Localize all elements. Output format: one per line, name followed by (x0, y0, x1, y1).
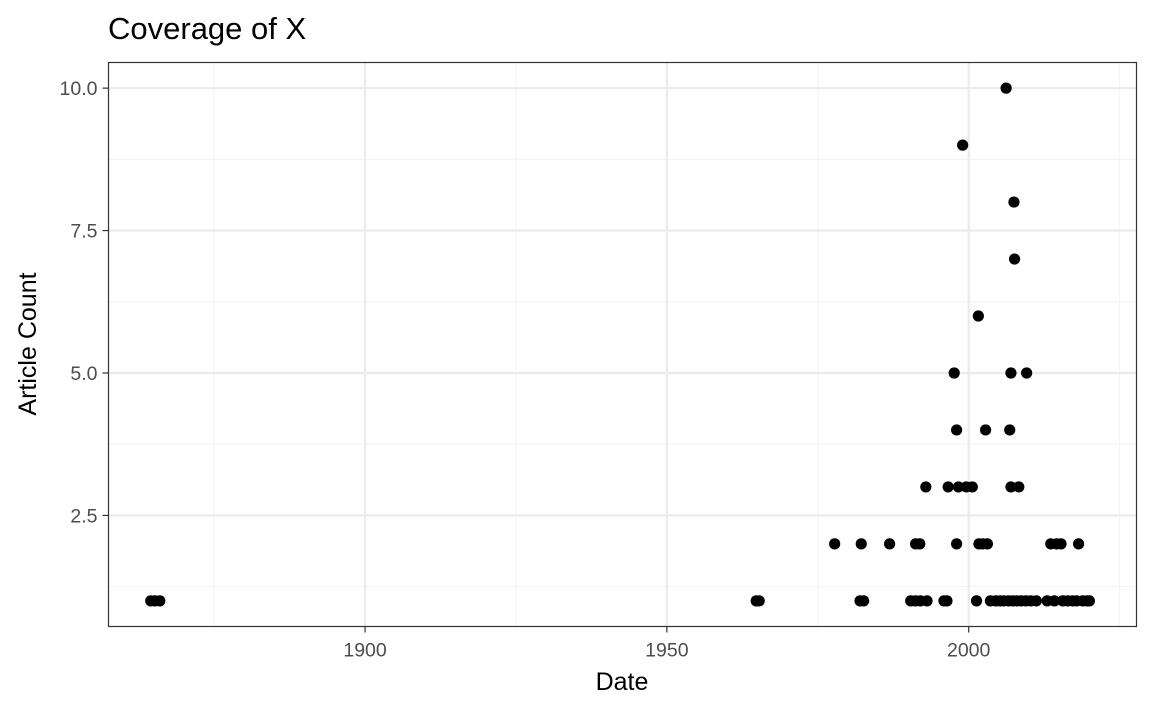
data-point (1000, 82, 1012, 94)
data-point (829, 538, 841, 550)
panel-background (108, 62, 1137, 627)
x-axis-title: Date (596, 668, 649, 696)
y-axis-ticks: 2.5 5.0 7.5 10.0 (60, 78, 109, 527)
y-tick-label: 10.0 (60, 78, 98, 100)
data-point (951, 424, 963, 436)
data-point (1005, 367, 1017, 379)
data-point (948, 367, 960, 379)
data-point (1008, 253, 1021, 265)
x-axis-ticks: 1900 1950 2000 (343, 626, 991, 662)
data-points (145, 82, 1096, 607)
data-point (1055, 538, 1067, 550)
x-tick-label: 2000 (947, 640, 991, 662)
data-point (921, 595, 933, 607)
data-point (970, 595, 983, 607)
data-point (981, 538, 994, 550)
x-tick-label: 1950 (645, 640, 689, 662)
data-point (1008, 196, 1020, 208)
x-tick-label: 1900 (343, 640, 387, 662)
data-point (966, 481, 978, 493)
data-point (753, 595, 765, 607)
data-point (979, 424, 992, 436)
y-axis-title: Article Count (14, 272, 42, 415)
data-point (1072, 538, 1085, 550)
data-point (972, 310, 984, 322)
data-point (1030, 595, 1042, 607)
plot-panel (107, 61, 1138, 628)
y-tick-label: 7.5 (70, 221, 97, 243)
major-gridlines (108, 62, 1137, 627)
data-point (1004, 424, 1016, 436)
data-point (952, 481, 965, 493)
data-point (1013, 481, 1025, 493)
data-point (1048, 595, 1061, 607)
data-point (941, 595, 953, 607)
data-point (884, 538, 896, 550)
data-point (154, 595, 166, 607)
data-point (951, 538, 963, 550)
chart-title: Coverage of X (108, 11, 306, 46)
data-point (914, 538, 926, 550)
data-point (855, 538, 867, 550)
data-point (1005, 481, 1017, 493)
minor-gridlines (108, 62, 1137, 627)
data-point (920, 481, 932, 493)
data-point (1083, 595, 1096, 607)
y-tick-label: 5.0 (70, 363, 97, 385)
y-tick-label: 2.5 (70, 505, 97, 527)
data-point (858, 595, 870, 607)
data-point (942, 481, 954, 493)
data-point (957, 139, 969, 151)
panel-border (107, 61, 1138, 628)
data-point (1021, 367, 1033, 379)
